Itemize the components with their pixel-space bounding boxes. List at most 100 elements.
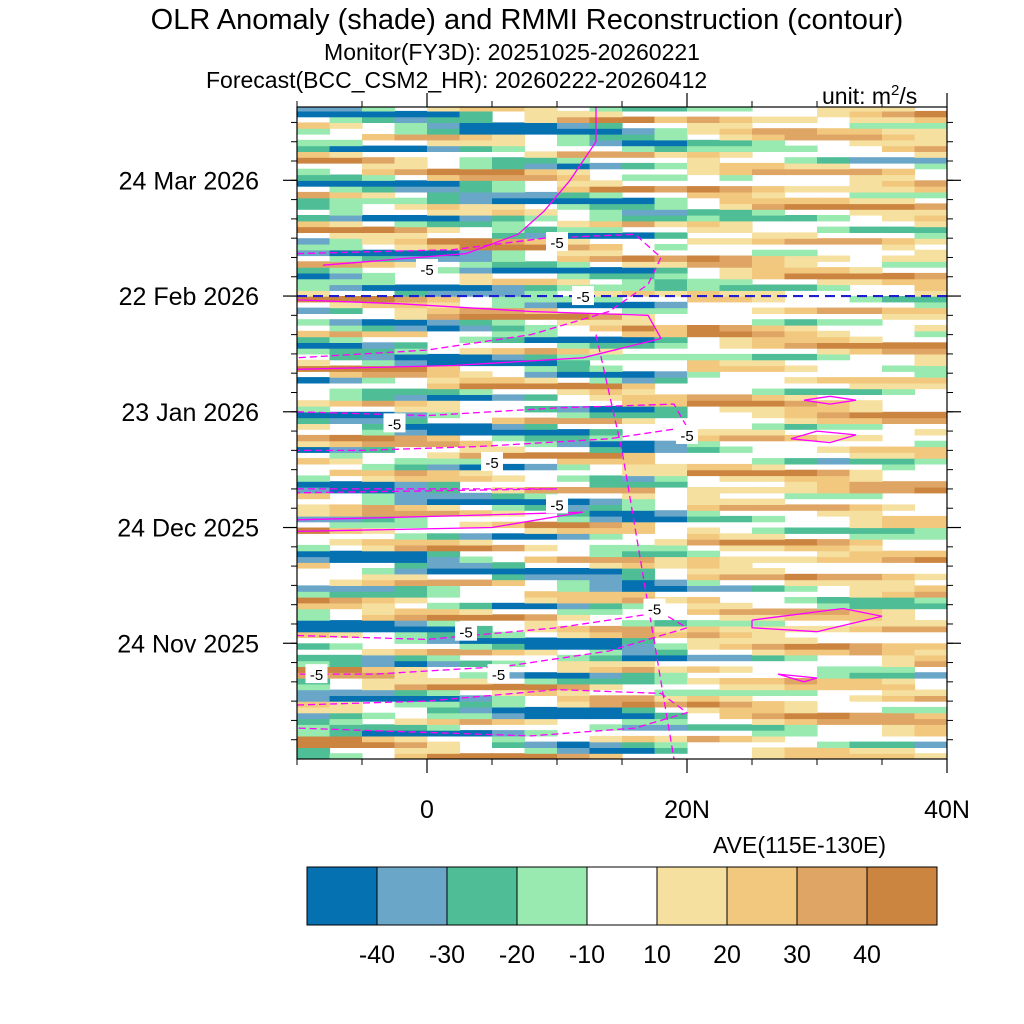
olr-cell — [557, 602, 591, 610]
olr-cell — [849, 107, 883, 112]
olr-cell — [492, 643, 526, 650]
olr-cell — [882, 255, 916, 262]
olr-cell — [687, 278, 721, 286]
olr-cell — [297, 122, 331, 129]
olr-cell — [687, 168, 721, 176]
olr-cell — [524, 238, 558, 245]
olr-cell — [622, 394, 656, 401]
olr-cell — [329, 597, 363, 604]
olr-cell — [459, 678, 493, 685]
olr-cell — [589, 342, 623, 349]
olr-cell — [492, 463, 526, 471]
olr-cell — [297, 342, 331, 349]
olr-cell — [719, 174, 753, 181]
olr-cell — [687, 145, 721, 152]
olr-cell — [784, 249, 818, 257]
olr-cell — [459, 377, 493, 384]
olr-cell — [719, 336, 753, 343]
olr-cell — [394, 434, 428, 442]
olr-cell — [752, 724, 786, 731]
olr-cell — [427, 504, 461, 511]
olr-cell — [297, 614, 331, 621]
olr-cell — [492, 313, 526, 320]
olr-cell — [524, 643, 558, 650]
unit-suffix: /s — [899, 83, 918, 109]
olr-cell — [654, 718, 688, 725]
olr-cell — [459, 498, 493, 505]
olr-cell — [297, 417, 331, 424]
olr-cell — [297, 602, 331, 610]
olr-cell — [394, 492, 428, 500]
olr-cell — [394, 550, 428, 558]
olr-cell — [817, 614, 851, 621]
olr-cell — [687, 602, 721, 610]
olr-cell — [329, 226, 363, 233]
olr-cell — [914, 527, 947, 534]
olr-cell — [817, 608, 851, 615]
olr-cell — [492, 238, 526, 245]
olr-cell — [752, 643, 786, 650]
olr-cell — [914, 533, 947, 540]
olr-cell — [427, 463, 461, 471]
olr-cell — [524, 365, 558, 372]
olr-cell — [622, 440, 656, 448]
olr-cell — [394, 620, 428, 627]
olr-cell — [589, 712, 623, 720]
olr-cell — [394, 498, 428, 505]
olr-cell — [329, 307, 363, 314]
olr-cell — [297, 261, 331, 268]
olr-cell — [687, 625, 721, 633]
olr-cell — [784, 434, 818, 442]
olr-cell — [654, 267, 688, 274]
olr-cell — [914, 139, 947, 147]
olr-cell — [654, 562, 688, 569]
olr-cell — [427, 701, 461, 708]
olr-cell — [394, 539, 428, 546]
olr-cell — [589, 637, 623, 644]
olr-cell — [589, 533, 623, 540]
olr-cell — [297, 695, 331, 702]
olr-cell — [719, 463, 753, 471]
olr-cell — [882, 683, 916, 691]
olr-cell — [622, 487, 656, 494]
olr-cell — [622, 377, 656, 384]
olr-cell — [297, 290, 331, 297]
olr-cell — [492, 683, 526, 691]
olr-cell — [394, 353, 428, 361]
olr-cell — [914, 672, 947, 679]
olr-cell — [524, 602, 558, 610]
olr-cell — [687, 434, 721, 442]
olr-cell — [589, 446, 623, 453]
olr-cell — [492, 394, 526, 401]
olr-cell — [882, 706, 916, 714]
olr-cell — [362, 162, 396, 170]
olr-cell — [817, 469, 851, 477]
olr-cell — [589, 122, 623, 129]
olr-cell — [914, 215, 947, 222]
olr-cell — [622, 411, 656, 419]
olr-cell — [817, 226, 851, 233]
olr-cell — [297, 544, 331, 552]
olr-cell — [719, 631, 753, 639]
olr-cell — [297, 336, 331, 343]
olr-cell — [752, 573, 786, 581]
olr-cell — [492, 689, 526, 696]
olr-cell — [589, 475, 623, 482]
olr-cell — [394, 741, 428, 748]
olr-cell — [329, 232, 363, 239]
olr-cell — [784, 145, 818, 152]
olr-cell — [687, 573, 721, 581]
olr-cell — [459, 290, 493, 297]
olr-cell — [589, 411, 623, 419]
olr-cell — [329, 301, 363, 309]
olr-cell — [557, 463, 591, 471]
olr-cell — [524, 533, 558, 540]
olr-cell — [687, 365, 721, 372]
olr-cell — [882, 527, 916, 534]
olr-cell — [459, 186, 493, 193]
olr-cell — [687, 122, 721, 129]
olr-cell — [622, 631, 656, 639]
olr-cell — [329, 666, 363, 673]
olr-cell — [719, 267, 753, 274]
olr-cell — [557, 452, 591, 459]
